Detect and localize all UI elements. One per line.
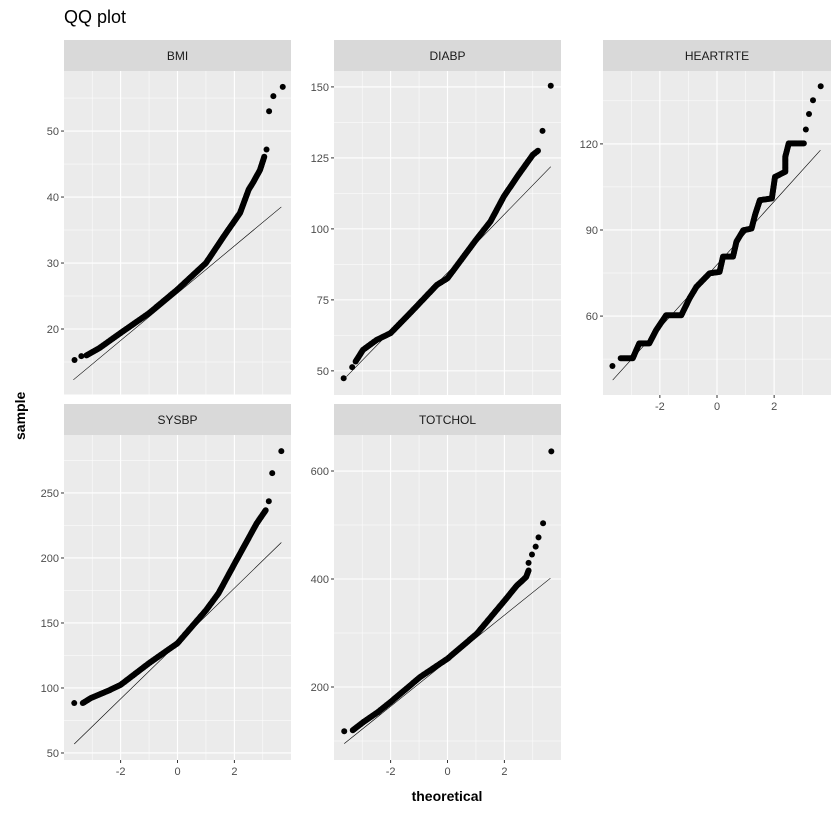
y-tick-label: 75	[317, 295, 329, 307]
qq-reference-line	[346, 166, 551, 377]
qq-point	[528, 551, 535, 558]
qq-point	[278, 448, 285, 455]
qq-reference-line	[74, 542, 282, 745]
qq-point	[270, 93, 277, 100]
facet-strip	[334, 40, 561, 71]
qq-reference-line	[612, 150, 821, 381]
qq-point	[341, 728, 348, 735]
qq-point	[810, 97, 816, 104]
y-tick-label: 150	[41, 618, 59, 630]
qq-point	[802, 126, 809, 133]
facet-strip	[64, 40, 291, 71]
x-tick-label: 2	[231, 766, 237, 778]
y-tick-label: 125	[311, 153, 329, 165]
qq-reference-line	[344, 577, 551, 744]
qq-point	[71, 357, 78, 364]
x-tick-label: 0	[444, 766, 450, 778]
qq-point	[547, 82, 554, 89]
qq-point	[262, 507, 269, 514]
y-tick-label: 100	[311, 224, 329, 236]
facet-strip-label: TOTCHOL	[419, 413, 476, 427]
qq-point	[539, 127, 546, 134]
qq-point	[534, 147, 541, 154]
facet-panel-bmi: BMI 20 30 40 50	[47, 40, 291, 396]
y-tick-label: 120	[580, 139, 598, 151]
facet-panel-diabp: DIABP 50 75 100 125 150	[311, 40, 561, 395]
qq-point	[279, 83, 286, 90]
qq-point	[261, 153, 268, 160]
qq-point	[340, 375, 347, 382]
facet-strip	[64, 404, 291, 435]
facet-strip-label: HEARTRTE	[685, 49, 749, 63]
y-tick-label: 250	[41, 488, 59, 500]
x-tick-label: 2	[501, 766, 507, 778]
qq-point	[609, 363, 616, 370]
y-tick-label: 50	[317, 366, 329, 378]
x-tick-label: -2	[386, 766, 396, 778]
y-tick-label: 60	[586, 311, 598, 323]
y-tick-label: 30	[47, 258, 59, 270]
qq-point	[266, 108, 273, 115]
y-tick-label: 50	[47, 748, 59, 760]
qq-point	[525, 567, 532, 574]
qq-point	[349, 364, 356, 371]
y-tick-label: 600	[311, 466, 329, 478]
y-tick-label: 200	[41, 553, 59, 565]
y-tick-label: 90	[586, 225, 598, 237]
x-tick-label: 0	[714, 401, 720, 413]
qq-point	[532, 543, 539, 550]
y-tick-label: 100	[41, 683, 59, 695]
x-tick-label: -2	[655, 401, 665, 413]
y-tick-label: 150	[311, 82, 329, 94]
y-tick-label: 400	[311, 574, 329, 586]
y-tick-label: 50	[47, 126, 59, 138]
y-tick-label: 200	[311, 682, 329, 694]
y-tick-label: 40	[47, 192, 59, 204]
facet-strip-label: DIABP	[429, 49, 465, 63]
qq-point	[265, 498, 272, 505]
x-tick-label: -2	[116, 766, 126, 778]
qq-point	[540, 520, 547, 527]
facet-panel-heartrte: HEARTRTE 60 90 120 -2 0 2	[580, 40, 831, 413]
qq-point	[263, 146, 270, 153]
facet-panel-sysbp: SYSBP 50 100 150 200 250 -2 0 2	[41, 404, 291, 778]
facet-strip	[603, 40, 831, 71]
facet-panel-totchol: TOTCHOL 200 400 600 -2 0 2	[311, 404, 561, 778]
qq-point	[78, 353, 85, 360]
x-tick-label: 2	[771, 401, 777, 413]
facet-strip-label: BMI	[167, 49, 188, 63]
qq-point	[535, 534, 542, 541]
qq-point	[548, 448, 555, 455]
qq-point	[800, 140, 807, 147]
chart-title: QQ plot	[64, 7, 127, 27]
facet-strip-label: SYSBP	[157, 413, 197, 427]
qq-reference-line	[73, 206, 282, 381]
qq-point	[806, 111, 812, 118]
x-tick-label: 0	[174, 766, 180, 778]
qq-point	[269, 470, 276, 477]
qq-point	[817, 83, 824, 90]
qq-point	[525, 559, 532, 566]
qq-point	[71, 700, 78, 707]
y-tick-label: 20	[47, 324, 59, 336]
facet-strip	[334, 404, 561, 435]
x-axis-label: theoretical	[411, 788, 483, 804]
